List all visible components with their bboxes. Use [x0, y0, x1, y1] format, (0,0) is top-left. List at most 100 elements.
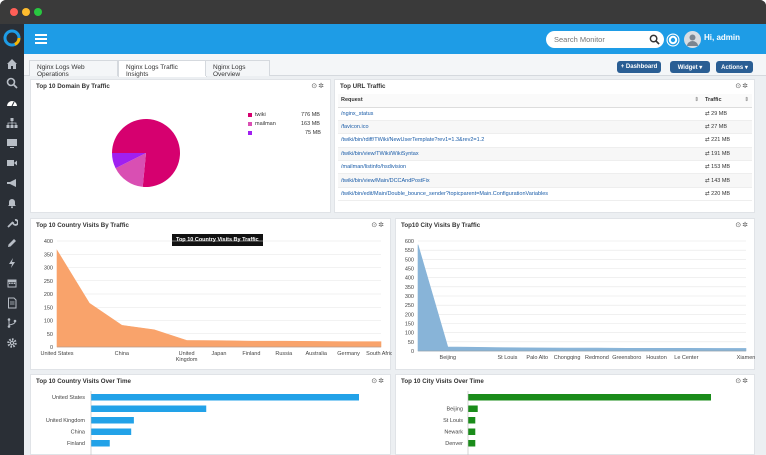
request-link[interactable]: /twiki/bin/view/TWiki/WikiSyntax — [338, 147, 702, 162]
bell-icon[interactable] — [4, 195, 20, 211]
y-tick-label: 150 — [405, 322, 414, 328]
table-row[interactable]: /twiki/bin/rdiff/TWiki/NewUserTemplate?r… — [338, 133, 752, 148]
panel-tools[interactable]: ⊙✲ — [311, 83, 325, 90]
y-tick-label: 300 — [44, 266, 53, 272]
x-tick-label: Palo Alto — [526, 355, 548, 361]
calendar-icon[interactable] — [4, 275, 20, 291]
panel-title: Top 10 Country Visits By Traffic — [36, 222, 129, 229]
table-row[interactable]: /twiki/bin/edit/Main/Double_bounce_sende… — [338, 187, 752, 202]
panel-tools[interactable]: ⊙✲ — [371, 378, 385, 385]
y-tick-label: 600 — [405, 239, 414, 245]
city-area-chart: 0 50 100 150 200 250 300 350 400 450 500 550 600 Beij… — [405, 239, 756, 361]
traffic-cell: ⇄ 191 MB — [702, 147, 752, 162]
panel-country-traffic: Top 10 Country Visits By Traffic ⊙✲ Top … — [30, 218, 392, 370]
y-tick-label: 400 — [44, 239, 53, 245]
traffic-cell: ⇄ 27 MB — [702, 120, 752, 135]
bar — [91, 440, 110, 447]
x-tick-label: Kingdom — [176, 357, 198, 363]
x-tick-label: Houston — [646, 355, 667, 361]
tab-traffic-insights[interactable]: Nginx Logs Traffic Insights — [118, 60, 207, 78]
bar-label: Denver — [445, 441, 463, 447]
settings-gear-icon[interactable] — [4, 335, 20, 351]
traffic-cell: ⇄ 220 MB — [702, 187, 752, 202]
megaphone-icon[interactable] — [4, 175, 20, 191]
traffic-cell: ⇄ 153 MB — [702, 160, 752, 175]
traffic-column-header[interactable]: Traffic ⇕ — [702, 94, 752, 108]
bar — [91, 417, 134, 424]
pie-slice — [115, 153, 146, 187]
legend-value: 75 MB — [305, 130, 321, 136]
y-tick-label: 500 — [405, 257, 414, 263]
user-avatar-icon[interactable] — [684, 31, 701, 48]
search-monitor-input[interactable] — [554, 34, 644, 45]
bar — [91, 428, 132, 435]
table-row[interactable]: /favicon.ico ⇄ 27 MB — [338, 120, 752, 135]
table-row[interactable]: /twiki/bin/view/Main/DCCAndPostFix ⇄ 143 … — [338, 173, 752, 188]
city-bar-chart: Beijing St Louis Newark Denver — [443, 391, 711, 455]
traffic-cell: ⇄ 221 MB — [702, 133, 752, 148]
request-link[interactable]: /twiki/bin/view/Main/DCCAndPostFix — [338, 173, 702, 188]
panel-tools[interactable]: ⊙✲ — [735, 222, 749, 229]
bar-label: Finland — [67, 441, 85, 447]
widget-button[interactable]: Widget ▾ — [670, 61, 710, 73]
actions-button[interactable]: Actions ▾ — [716, 61, 753, 73]
request-link[interactable]: /twiki/bin/rdiff/TWiki/NewUserTemplate?r… — [338, 133, 702, 148]
legend-value: 776 MB — [301, 112, 320, 118]
lightning-icon[interactable] — [4, 255, 20, 271]
user-greeting[interactable]: Hi, admin — [704, 33, 741, 42]
bar — [91, 405, 207, 412]
panel-title: Top10 City Visits By Traffic — [401, 222, 481, 229]
y-tick-label: 50 — [47, 332, 53, 338]
home-icon[interactable] — [4, 56, 20, 72]
request-link[interactable]: /nginx_status — [338, 107, 702, 121]
close-window-button[interactable] — [10, 8, 18, 16]
pie-slice — [112, 153, 146, 169]
tab-web-operations[interactable]: Nginx Logs Web Operations — [29, 60, 118, 78]
menu-toggle-icon[interactable] — [35, 34, 47, 44]
request-column-header[interactable]: Request ⇕ — [338, 94, 702, 108]
support-lifebuoy-icon[interactable] — [665, 32, 681, 48]
panel-tools[interactable]: ⊙✲ — [371, 222, 385, 229]
y-tick-label: 400 — [405, 276, 414, 282]
bar — [468, 405, 478, 412]
x-tick-label: Russia — [275, 351, 293, 357]
panel-city-traffic: Top10 City Visits By Traffic ⊙✲ 0 50 100 15… — [395, 218, 755, 370]
legend-item: mailman — [248, 121, 276, 127]
x-tick-label: Germany — [337, 351, 360, 357]
minimize-window-button[interactable] — [22, 8, 30, 16]
panel-title: Top 10 Country Visits Over Time — [36, 378, 131, 385]
y-tick-label: 0 — [411, 349, 414, 355]
add-dashboard-button[interactable]: + Dashboard — [617, 61, 661, 73]
traffic-cell: ⇄ 29 MB — [702, 107, 752, 121]
report-icon[interactable] — [4, 295, 20, 311]
request-link[interactable]: /mailman/listinfo/hsdivision — [338, 160, 702, 175]
bar-label: United States — [52, 395, 85, 401]
search-icon[interactable] — [649, 34, 660, 45]
bar — [468, 394, 711, 401]
network-icon[interactable] — [4, 115, 20, 131]
dashboard-icon[interactable] — [4, 95, 20, 111]
search-icon[interactable] — [4, 75, 20, 91]
request-link[interactable]: /twiki/bin/edit/Main/Double_bounce_sende… — [338, 187, 702, 202]
bar — [91, 394, 359, 401]
git-branch-icon[interactable] — [4, 315, 20, 331]
request-link[interactable]: /favicon.ico — [338, 120, 702, 135]
app-logo-icon — [3, 29, 21, 47]
edit-icon[interactable] — [4, 235, 20, 251]
top-header: Hi, admin — [24, 24, 766, 54]
table-row[interactable]: /nginx_status ⇄ 29 MB — [338, 107, 752, 121]
sidebar — [0, 24, 24, 455]
panel-title: Top 10 City Visits Over Time — [401, 378, 484, 385]
panel-tools[interactable]: ⊙✲ — [735, 83, 749, 90]
panel-tools[interactable]: ⊙✲ — [735, 378, 749, 385]
tab-overview[interactable]: Nginx Logs Overview — [205, 60, 270, 78]
table-row[interactable]: /mailman/listinfo/hsdivision ⇄ 153 MB — [338, 160, 752, 175]
wrench-icon[interactable] — [4, 215, 20, 231]
x-tick-label: St Louis — [498, 355, 518, 361]
monitor-icon[interactable] — [4, 135, 20, 151]
video-icon[interactable] — [4, 155, 20, 171]
panel-city-over-time: Top 10 City Visits Over Time ⊙✲ Beijing S… — [395, 374, 755, 455]
x-tick-label: Le Center — [674, 355, 698, 361]
table-row[interactable]: /twiki/bin/view/TWiki/WikiSyntax ⇄ 191 MB — [338, 147, 752, 162]
maximize-window-button[interactable] — [34, 8, 42, 16]
